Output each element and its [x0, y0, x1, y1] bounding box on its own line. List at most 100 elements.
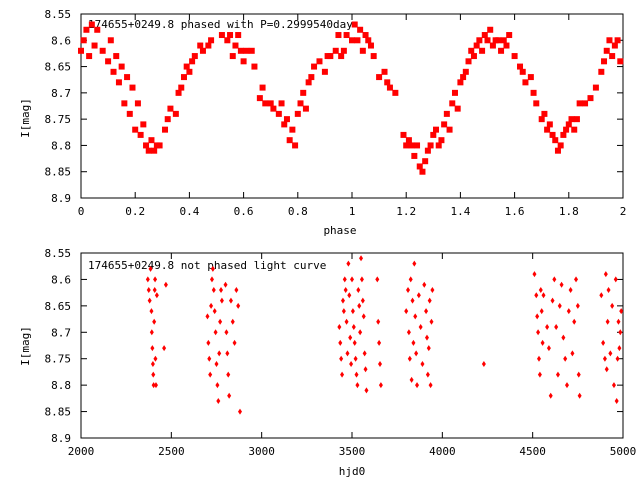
data-point: [339, 355, 344, 362]
data-point: [149, 329, 154, 336]
data-point: [418, 324, 423, 330]
data-point: [462, 68, 469, 75]
data-point: [617, 345, 622, 352]
data-point: [541, 292, 546, 299]
data-point: [614, 37, 621, 44]
data-point: [616, 318, 621, 325]
data-point: [232, 339, 237, 346]
data-point: [566, 308, 571, 315]
data-point: [209, 276, 214, 283]
data-point: [408, 142, 415, 149]
data-point: [406, 329, 411, 336]
data-point: [438, 137, 445, 144]
x-tick-label: 0: [78, 205, 85, 218]
data-point: [349, 37, 355, 44]
data-point: [598, 68, 605, 75]
data-point: [129, 84, 136, 91]
data-point: [517, 63, 524, 70]
unphased-panel: 174655+0249.8 not phased light curve hjd…: [19, 247, 636, 478]
data-point: [386, 84, 393, 91]
data-point: [454, 105, 461, 112]
data-point: [479, 47, 486, 54]
data-point: [180, 74, 187, 81]
data-point: [78, 47, 84, 54]
data-point: [341, 308, 346, 315]
data-point: [156, 142, 163, 149]
data-point: [530, 89, 537, 96]
data-point: [281, 121, 288, 128]
data-point: [230, 318, 235, 325]
data-point: [424, 147, 431, 154]
data-point: [541, 110, 548, 117]
data-point: [86, 53, 93, 60]
data-point: [460, 74, 467, 81]
data-point: [568, 287, 573, 293]
data-point: [498, 47, 505, 54]
x-tick-label: 2500: [158, 445, 185, 458]
data-point: [251, 63, 258, 70]
data-point: [205, 313, 210, 320]
data-point: [377, 339, 382, 346]
data-point: [552, 137, 559, 144]
data-point: [126, 110, 133, 117]
data-point: [552, 276, 557, 283]
data-point: [404, 308, 409, 315]
data-point: [574, 276, 579, 283]
data-point: [441, 121, 448, 128]
data-point: [522, 79, 529, 86]
data-point: [550, 297, 555, 304]
data-point: [343, 32, 350, 39]
data-point: [152, 287, 157, 293]
data-point: [362, 32, 369, 39]
data-point: [615, 355, 620, 362]
data-point: [311, 63, 318, 70]
data-point: [199, 47, 206, 54]
data-point: [608, 350, 613, 357]
data-point: [592, 84, 599, 91]
x-tick-label: 4500: [519, 445, 546, 458]
x-tick-label: 3500: [339, 445, 366, 458]
x-tick-label: 5000: [610, 445, 637, 458]
data-point: [351, 324, 356, 330]
data-point: [348, 334, 353, 341]
data-point: [217, 350, 222, 357]
data-point: [172, 110, 179, 117]
data-point: [540, 339, 545, 346]
data-point: [407, 355, 412, 362]
data-point: [352, 339, 357, 346]
data-point: [197, 42, 204, 49]
data-point: [115, 79, 122, 86]
data-point: [349, 361, 354, 367]
data-point: [186, 68, 193, 75]
y-tick-label: 8.75: [45, 113, 72, 126]
data-point: [470, 53, 477, 60]
data-point: [327, 53, 334, 60]
data-point: [292, 142, 299, 149]
data-point: [481, 361, 486, 367]
data-point: [218, 32, 225, 39]
data-point: [94, 26, 101, 33]
phased-panel-ylabel: I[mag]: [19, 98, 32, 138]
data-point: [606, 37, 613, 44]
data-point: [426, 345, 431, 352]
data-point: [163, 281, 168, 288]
data-point: [576, 100, 583, 107]
data-point: [425, 371, 430, 378]
data-point: [337, 324, 342, 330]
data-point: [145, 147, 152, 154]
data-point: [342, 276, 347, 283]
data-point: [511, 53, 518, 60]
data-point: [340, 371, 345, 378]
data-point: [537, 371, 542, 378]
data-point: [151, 371, 156, 378]
data-point: [364, 387, 369, 394]
data-point: [223, 281, 228, 288]
data-point: [618, 329, 623, 336]
data-point: [351, 21, 358, 28]
y-tick-label: 8.85: [45, 406, 72, 419]
data-point: [153, 382, 158, 389]
data-point: [121, 100, 128, 107]
data-point: [113, 53, 120, 60]
data-point: [356, 287, 361, 293]
data-point: [378, 382, 383, 389]
